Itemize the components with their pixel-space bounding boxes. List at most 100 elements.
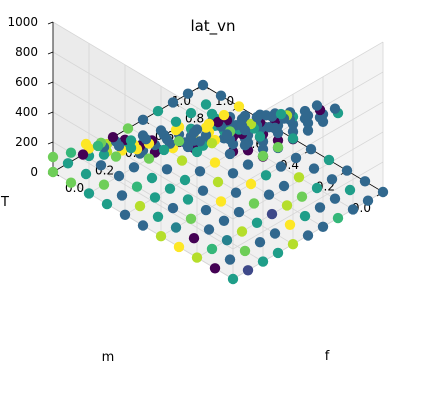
scatter-point [299,210,311,222]
z-tick-label: 800 [15,45,38,59]
scatter-point [128,162,140,173]
scatter-point [65,147,77,158]
chart-title: lat_vn [190,17,235,36]
scatter-point [164,183,176,194]
scatter-point [149,192,161,203]
z-tick-label: 200 [15,135,38,149]
scatter-point [176,155,188,166]
scatter-point [218,215,230,226]
scatter-point [230,187,242,198]
scatter-point [80,168,92,180]
scatter-point [347,204,359,215]
scatter-point [137,114,149,126]
scatter-point [344,184,356,196]
scatter-point [188,127,200,138]
scatter-point [62,158,74,169]
scatter-point [302,230,314,241]
scatter-point [95,160,107,171]
scatter-point [314,112,326,123]
scatter-point [302,125,314,136]
scatter-point [242,159,254,170]
scatter-point [236,120,248,131]
scatter-point [287,133,299,144]
scatter-point [263,189,275,200]
scatter-point [326,174,338,185]
scatter-point [236,226,248,237]
scatter-point [125,135,137,146]
scatter-point [173,241,185,253]
scatter-point [209,263,221,274]
scatter-point [212,116,224,128]
scatter-point [293,172,305,183]
scatter-point [182,194,194,205]
scatter-point [152,211,164,222]
scatter-point [311,100,323,111]
scatter-points [47,79,389,285]
z-tick-label: 1000 [7,15,38,29]
scatter-point [260,110,272,121]
scatter-point [317,221,329,232]
scatter-point [197,79,209,91]
scatter-point [116,190,128,201]
scatter-point [131,181,143,192]
scatter-point [257,150,269,162]
scatter-point [110,151,122,162]
z-tick-mark [47,51,54,55]
scatter-point [224,148,236,160]
scatter-point [83,188,95,199]
scatter-point [311,182,323,194]
scatter-point [341,165,353,176]
z-tick-mark [47,21,54,25]
scatter-point [305,144,317,155]
scatter-point [314,202,326,213]
scatter-point [182,88,194,99]
scatter-point [359,176,371,187]
scatter-point [206,108,218,120]
scatter-point [215,196,227,207]
scatter-point [194,136,206,147]
scatter-point [188,233,200,244]
scatter-point [170,124,182,136]
scatter-point [233,101,245,112]
z-tick-mark [47,111,54,115]
scatter-point [329,103,341,114]
scatter-point [227,273,239,285]
x-axis-label: f [325,349,330,364]
scatter-point [275,161,287,172]
scatter-point [269,228,281,239]
scatter-point [254,237,266,248]
scatter-point [266,208,278,220]
scatter-point [377,186,389,198]
scatter-point [323,154,335,166]
scatter-point [155,231,167,242]
scatter-point [77,149,89,160]
scatter-point [251,217,263,228]
scatter-point [161,164,173,175]
scatter-point [308,163,320,174]
scatter-point [245,178,257,190]
scatter-point [167,202,179,214]
scatter-point [272,247,284,259]
scatter-point [254,131,266,142]
scatter-point [362,195,374,206]
scatter-point [269,122,281,133]
scatter-point [98,149,110,160]
scatter-point [224,254,236,265]
scatter-point [101,198,113,210]
scatter-point [191,146,203,158]
scatter-point [158,144,170,156]
scatter-point [191,252,203,263]
gridline-t [52,141,384,250]
scatter-point [125,142,137,154]
scatter-point [137,220,149,231]
scatter-point [299,105,311,117]
scatter-point [170,116,182,128]
scatter-point [281,200,293,211]
scatter-point [167,97,179,108]
scatter-point [107,132,119,143]
scatter-point [221,235,233,246]
z-axis-label: T [0,195,9,210]
scatter-point [206,243,218,255]
scatter-point [197,185,209,196]
scatter-point [290,152,302,164]
